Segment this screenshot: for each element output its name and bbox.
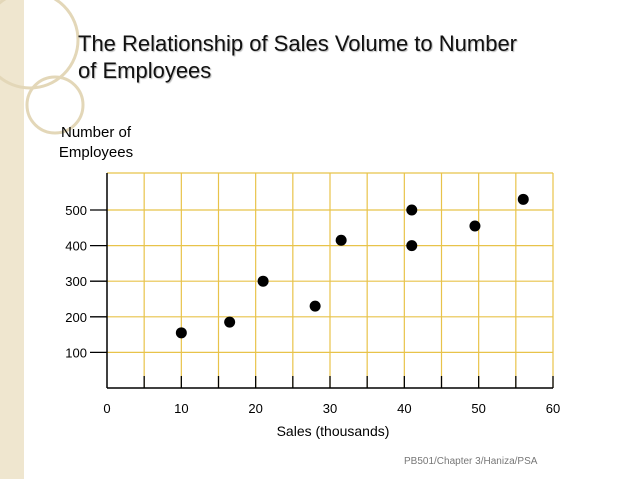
x-tick-label: 40: [397, 401, 411, 416]
data-point: [175, 327, 187, 339]
title-line-1: The Relationship of Sales Volume to Numb…: [78, 31, 518, 56]
decorative-circles: [0, 0, 85, 135]
x-tick-label: 60: [546, 401, 560, 416]
y-axis-title: Number of Employees: [46, 123, 146, 163]
data-point: [406, 204, 418, 216]
x-tick-label: 0: [103, 401, 110, 416]
y-tick-label: 100: [65, 345, 87, 360]
data-point: [309, 300, 321, 312]
y-tick-label: 400: [65, 239, 87, 254]
x-tick-label: 10: [174, 401, 188, 416]
grid: [107, 172, 554, 388]
y-tick-label: 200: [65, 310, 87, 325]
y-axis-title-line-1: Number of: [60, 124, 132, 141]
data-point: [406, 240, 418, 252]
footer-text: PB501/Chapter 3/Haniza/PSA: [404, 456, 538, 467]
data-point: [224, 316, 236, 328]
x-tick-label: 30: [323, 401, 337, 416]
x-tick-label: 20: [248, 401, 262, 416]
data-point: [257, 275, 269, 287]
data-point: [469, 220, 481, 232]
decorative-strip: [0, 0, 85, 479]
data-point: [517, 193, 529, 205]
x-axis-title: Sales (thousands): [277, 423, 390, 439]
axes: 100 200 300 400 500 0 10 20 30 40 50 60: [65, 173, 560, 416]
y-tick-label: 300: [65, 274, 87, 289]
slide-title: The Relationship of Sales Volume to Numb…: [78, 30, 598, 84]
x-tick-label: 50: [471, 401, 485, 416]
y-tick-label: 500: [65, 203, 87, 218]
y-axis-title-line-2: Employees: [58, 144, 134, 161]
title-line-2: of Employees: [78, 58, 212, 83]
data-points: [175, 193, 529, 339]
data-point: [335, 234, 347, 246]
